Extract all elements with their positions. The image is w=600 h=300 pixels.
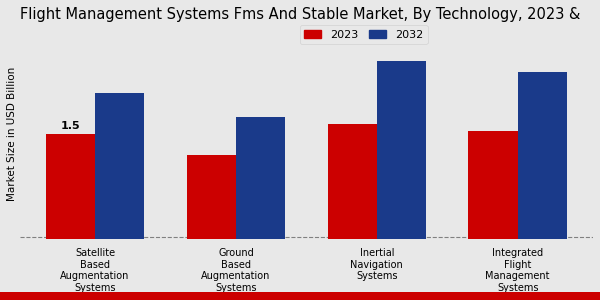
Bar (518, 72, 567, 238)
Text: Flight Management Systems Fms And Stable Market, By Technology, 2023 &: Flight Management Systems Fms And Stable… (20, 7, 580, 22)
Y-axis label: Market Size in USD Billion: Market Size in USD Billion (7, 67, 17, 201)
Bar (95, 93, 145, 238)
Bar (469, 131, 518, 239)
Bar (187, 155, 236, 238)
Bar (328, 124, 377, 238)
Bar (377, 61, 426, 238)
Text: 1.5: 1.5 (61, 121, 80, 131)
Bar (46, 134, 95, 238)
Bar (236, 117, 285, 238)
Legend: 2023, 2032: 2023, 2032 (300, 25, 428, 44)
